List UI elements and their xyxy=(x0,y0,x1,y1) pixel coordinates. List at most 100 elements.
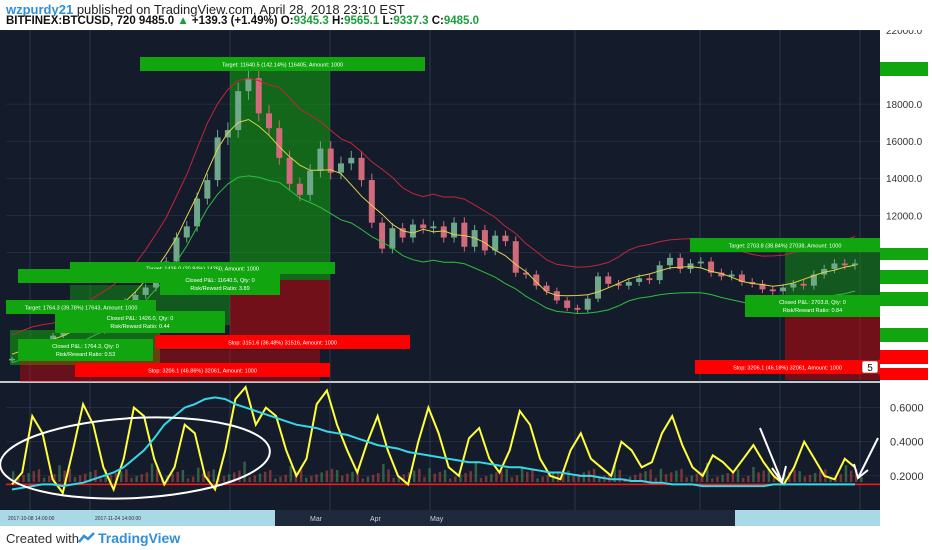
volume-bar xyxy=(474,462,478,482)
volume-bar xyxy=(484,476,488,482)
tradingview-logo-icon xyxy=(78,532,95,543)
stop-label-text: Stop: 3206.1 (46.86%) 32061, Amount: 100… xyxy=(148,369,257,375)
volume-bar xyxy=(608,473,611,482)
volume-bar xyxy=(22,474,25,482)
profit-zone xyxy=(230,70,330,280)
closed-pnl-box xyxy=(745,295,880,317)
volume-bar xyxy=(762,470,765,482)
candle xyxy=(368,180,375,223)
closed-pnl-text: Closed P&L: 2703.8, Qty: 0 xyxy=(779,300,846,306)
volume-bar xyxy=(279,476,282,482)
lower-band-line xyxy=(11,175,856,364)
volume-bar xyxy=(798,471,801,482)
axis-marker xyxy=(880,350,928,364)
tradingview-brand[interactable]: TradingView xyxy=(98,530,181,546)
candle xyxy=(728,274,735,277)
volume-bar xyxy=(736,469,740,482)
volume-bar xyxy=(685,477,688,482)
risk-reward-text: Risk/Reward Ratio: 0.44 xyxy=(110,324,169,330)
candle xyxy=(379,222,386,249)
volume-bar xyxy=(387,469,390,482)
volume-bar xyxy=(346,473,349,482)
candle xyxy=(502,235,509,242)
volume-bar xyxy=(53,474,56,482)
candle xyxy=(286,157,293,184)
stop-label xyxy=(75,363,330,377)
volume-bar xyxy=(274,478,277,482)
volume-bar xyxy=(89,471,92,482)
volume-bar xyxy=(63,470,66,482)
candle xyxy=(266,113,273,129)
volume-bar xyxy=(402,474,406,482)
candle xyxy=(142,287,149,295)
volume-bar xyxy=(17,476,20,482)
volume-bar xyxy=(428,468,431,482)
price-tick-label: 22000.0 xyxy=(886,30,923,37)
candle xyxy=(440,226,447,238)
volume-bar xyxy=(197,467,200,482)
annotation-ellipse xyxy=(0,416,271,500)
volume-bar xyxy=(582,472,586,482)
volume-bar xyxy=(340,475,344,482)
volume-bar xyxy=(376,473,380,482)
volume-bar xyxy=(155,468,159,482)
volume-bar xyxy=(700,471,704,482)
volume-bar xyxy=(253,475,257,482)
volume-bar xyxy=(469,471,472,482)
closed-pnl-text: Closed P&L: 11640.5, Qty: 0 xyxy=(185,278,254,284)
volume-bar xyxy=(73,477,77,482)
axis-marker xyxy=(880,62,928,76)
volume-bar xyxy=(233,472,236,482)
volume-bar xyxy=(315,474,318,482)
volume-bar xyxy=(767,468,771,482)
risk-reward-text: Risk/Reward Ratio: 0.84 xyxy=(783,308,842,314)
volume-bar xyxy=(541,476,544,482)
volume-bar xyxy=(181,470,185,482)
time-tick-label: Apr xyxy=(370,516,382,523)
volume-bar xyxy=(433,473,436,482)
volume-bar xyxy=(721,474,724,482)
volume-bar xyxy=(536,478,539,482)
candle xyxy=(656,265,663,281)
axis-marker xyxy=(880,368,928,380)
time-tick-label: 2017-10-08 14:00:00 xyxy=(8,516,55,522)
price-chart[interactable]: 22000.018000.016000.014000.012000.010000… xyxy=(0,30,932,526)
high-label: H: xyxy=(331,15,345,27)
volume-bar xyxy=(47,476,51,482)
candle xyxy=(481,230,488,251)
volume-bar xyxy=(382,464,385,482)
low-value: 9337.3 xyxy=(393,15,429,27)
target-label-text: Target: 2703.8 (38.84%) 27038, Amount: 1… xyxy=(729,244,842,250)
volume-bar xyxy=(356,470,359,482)
author-link[interactable]: wzpurdy21 xyxy=(6,2,74,17)
volume-bar xyxy=(592,468,596,482)
candle xyxy=(399,228,406,238)
volume-bar xyxy=(191,476,195,482)
volume-bar xyxy=(633,474,637,482)
volume-bar xyxy=(284,474,287,482)
candle xyxy=(841,263,848,266)
volume-bar xyxy=(711,478,714,482)
volume-bar xyxy=(860,477,863,482)
volume-bar xyxy=(690,475,694,482)
time-axis-highlight xyxy=(735,510,880,526)
volume-bar xyxy=(130,477,133,482)
stop-label xyxy=(695,360,880,374)
candle xyxy=(605,276,612,284)
volume-bar xyxy=(783,473,786,482)
candle xyxy=(245,78,252,92)
candle xyxy=(9,358,15,361)
volume-bar xyxy=(412,470,416,482)
time-tick-label: May xyxy=(430,516,444,523)
indicator-tick-label: 0.6000 xyxy=(890,403,924,415)
candle xyxy=(594,276,601,299)
volume-bar xyxy=(186,478,190,482)
candle xyxy=(204,180,211,199)
volume-bar xyxy=(515,475,519,482)
volume-bar xyxy=(304,477,308,482)
close-value: 9485.0 xyxy=(443,15,480,27)
volume-bar xyxy=(654,477,658,482)
price-tick-label: 16000.0 xyxy=(886,137,923,148)
open-label: O: xyxy=(280,15,294,27)
candle xyxy=(420,224,427,229)
